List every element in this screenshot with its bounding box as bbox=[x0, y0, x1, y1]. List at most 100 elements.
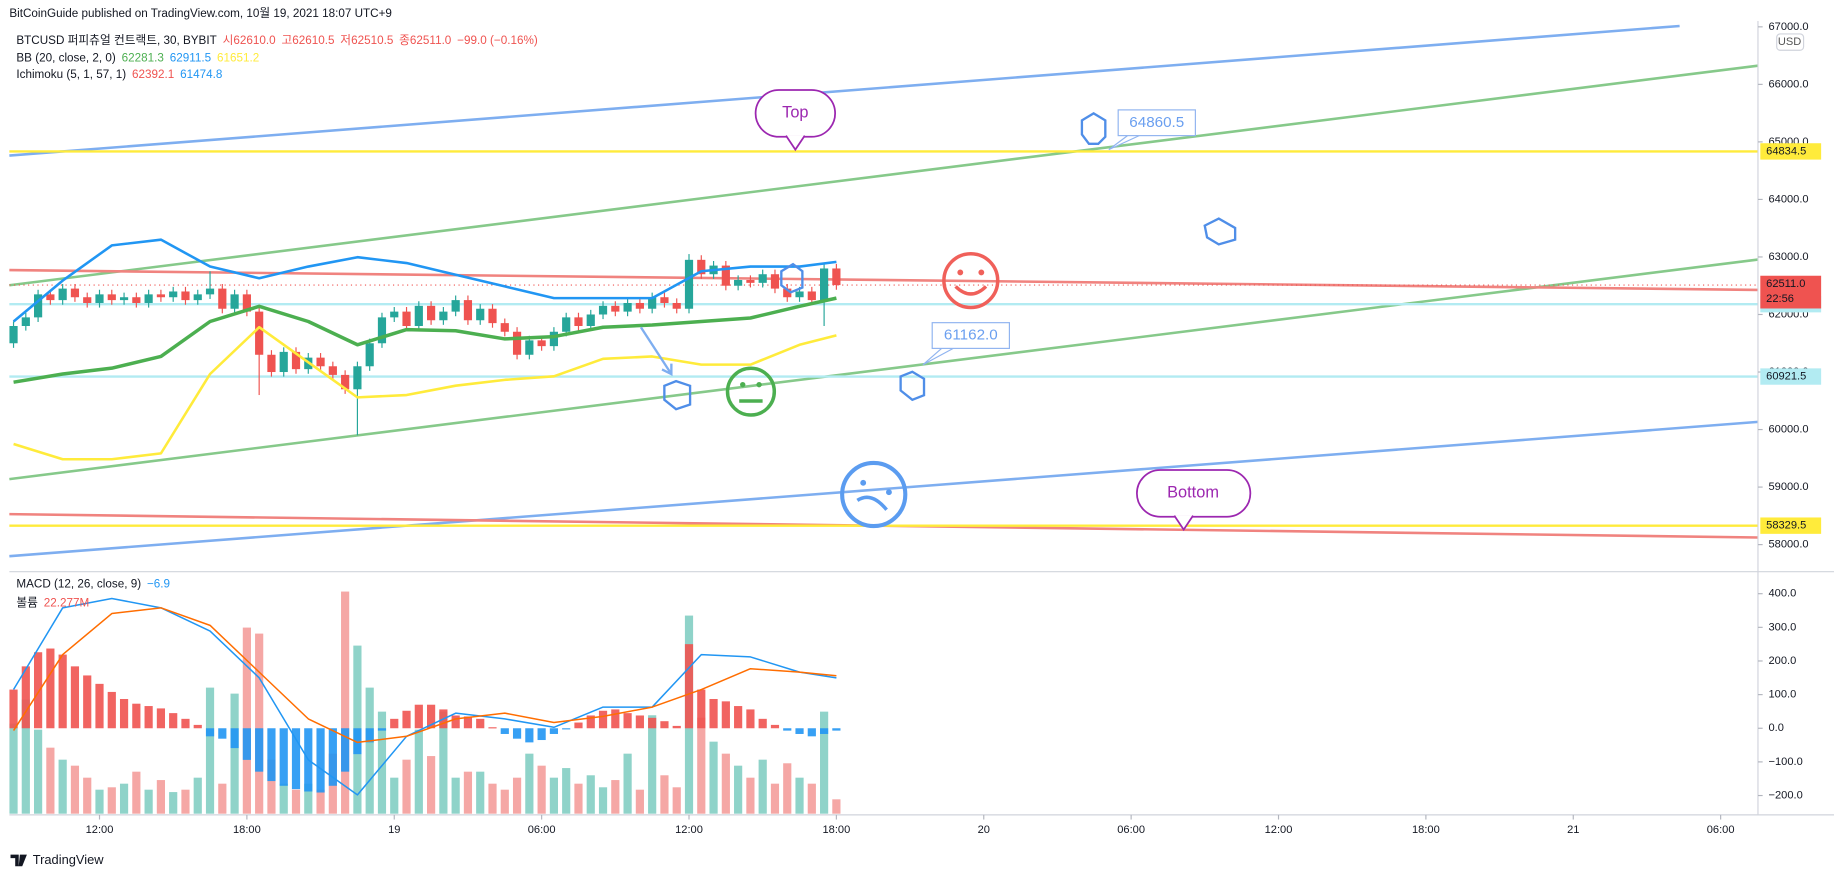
level-label-bg bbox=[1760, 368, 1822, 385]
hand-icons bbox=[663, 112, 1237, 411]
brand: TradingView bbox=[33, 852, 104, 867]
volume-bar bbox=[46, 747, 55, 814]
histogram-bar bbox=[132, 703, 141, 729]
histogram-bar bbox=[476, 718, 485, 729]
candle-body bbox=[291, 351, 301, 370]
x-tick-label: 18:00 bbox=[822, 824, 850, 836]
volume-bar bbox=[611, 780, 620, 814]
histogram-bar bbox=[414, 704, 423, 729]
candle-body bbox=[21, 317, 30, 326]
macd-line bbox=[12, 607, 837, 744]
volume-bar bbox=[205, 687, 215, 814]
candle-body bbox=[107, 294, 116, 301]
y-tick-label: 58000.0 bbox=[1769, 539, 1809, 551]
candle-body bbox=[193, 294, 202, 301]
candle-body bbox=[758, 274, 767, 283]
candle-body bbox=[783, 288, 792, 298]
indicator-line bbox=[13, 325, 837, 461]
smiley-happy bbox=[942, 251, 1000, 310]
candle-body bbox=[537, 340, 546, 347]
volume-bar bbox=[795, 777, 804, 814]
y-tick-label: 300.0 bbox=[1769, 621, 1797, 633]
volume-bar bbox=[574, 783, 583, 814]
y-tick-label: 63000.0 bbox=[1769, 251, 1809, 263]
candle-body bbox=[562, 317, 571, 332]
histogram-bar bbox=[402, 710, 411, 729]
legend-line: Ichimoku (5, 1, 57, 1) 62392.1 61474.8 bbox=[16, 68, 222, 81]
volume-bar bbox=[562, 768, 571, 814]
annotation-layer: Top Bottom BitCoinGuide published on Tra… bbox=[9, 7, 1834, 867]
volume-bar bbox=[648, 715, 657, 814]
callout-label: 64860.5 bbox=[1129, 114, 1184, 131]
legend-item: 62911.5 bbox=[170, 52, 212, 65]
last-price-label: 62511.0 bbox=[1766, 278, 1805, 290]
trend-line bbox=[9, 258, 1759, 481]
candle-body bbox=[660, 297, 669, 303]
volume-bar bbox=[34, 729, 43, 814]
candle-body bbox=[697, 259, 706, 275]
volume-bar bbox=[783, 763, 792, 814]
histogram-bar bbox=[672, 725, 681, 729]
candle-body bbox=[95, 294, 104, 303]
x-tick-label: 06:00 bbox=[528, 824, 556, 836]
histogram-bar bbox=[697, 689, 706, 729]
x-tick-label: 12:00 bbox=[86, 824, 114, 836]
volume-bar bbox=[169, 792, 178, 814]
candle-body bbox=[402, 311, 411, 326]
candle-body bbox=[70, 288, 80, 298]
volume-bar bbox=[758, 759, 767, 814]
volume-bar bbox=[623, 753, 632, 814]
histogram-bar bbox=[537, 728, 546, 741]
candle-body bbox=[279, 351, 288, 373]
volume-bar bbox=[525, 753, 534, 814]
histogram-bar bbox=[205, 728, 215, 737]
histogram-bar bbox=[107, 691, 116, 729]
level-label: 58329.5 bbox=[1766, 520, 1806, 532]
volume-bar bbox=[365, 687, 374, 814]
histogram-bar bbox=[807, 728, 816, 737]
y-tick-label: 66000.0 bbox=[1769, 78, 1809, 90]
histogram-bar bbox=[463, 716, 473, 729]
candle-body bbox=[549, 331, 559, 347]
indicator-line bbox=[13, 296, 837, 384]
x-tick-label: 19 bbox=[388, 824, 400, 836]
histogram-bar bbox=[770, 724, 780, 729]
volume-bar bbox=[132, 771, 141, 814]
histogram-bar bbox=[611, 709, 620, 729]
legend-item: BTCUSD 퍼피츄얼 컨트랙트, 30, BYBIT bbox=[16, 33, 216, 47]
histogram-bar bbox=[365, 728, 374, 743]
histogram-bar bbox=[623, 713, 632, 729]
volume-bar bbox=[9, 723, 18, 814]
candle-body bbox=[635, 302, 644, 309]
candle-body bbox=[255, 311, 264, 355]
candle-body bbox=[169, 291, 178, 298]
volume-bar bbox=[807, 783, 816, 814]
histogram-bar bbox=[721, 701, 730, 729]
candle-body bbox=[427, 305, 436, 321]
volume-bar bbox=[697, 717, 706, 814]
candle-body bbox=[500, 323, 509, 332]
candle-body bbox=[795, 291, 804, 298]
candle-body bbox=[414, 305, 423, 326]
volume-bar bbox=[451, 777, 460, 814]
legend-item: Ichimoku (5, 1, 57, 1) bbox=[16, 68, 126, 81]
histogram-bar bbox=[635, 715, 644, 729]
legend-line: MACD (12, 26, close, 9) −6.9 bbox=[16, 578, 170, 591]
candle-body bbox=[721, 265, 730, 286]
volume-bar bbox=[635, 789, 644, 814]
candle-body bbox=[488, 308, 497, 324]
histogram-bar bbox=[279, 728, 288, 786]
histogram-bar bbox=[230, 728, 239, 749]
histogram-bar bbox=[832, 728, 841, 731]
candle-body bbox=[807, 291, 816, 301]
volume-bar bbox=[267, 759, 276, 814]
callout-box bbox=[1117, 109, 1196, 137]
volume-bar bbox=[500, 789, 509, 814]
histogram-bar bbox=[267, 728, 276, 782]
volume-bar bbox=[537, 765, 546, 814]
legend-line: BTCUSD 퍼피츄얼 컨트랙트, 30, BYBIT 시62610.0 고6261… bbox=[16, 33, 537, 47]
x-tick-label: 21 bbox=[1567, 824, 1579, 836]
histogram-bar bbox=[390, 718, 399, 729]
candle-body bbox=[476, 308, 485, 321]
